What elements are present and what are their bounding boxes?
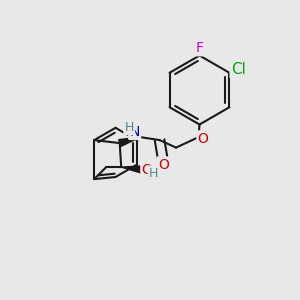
- Text: N: N: [130, 125, 140, 139]
- Text: Cl: Cl: [231, 62, 246, 77]
- Text: H: H: [124, 121, 134, 134]
- Text: H: H: [149, 167, 158, 180]
- Text: O: O: [142, 163, 152, 176]
- Polygon shape: [121, 166, 142, 173]
- Polygon shape: [119, 137, 140, 147]
- Text: O: O: [198, 132, 208, 145]
- Text: O: O: [158, 158, 169, 172]
- Text: F: F: [196, 41, 203, 55]
